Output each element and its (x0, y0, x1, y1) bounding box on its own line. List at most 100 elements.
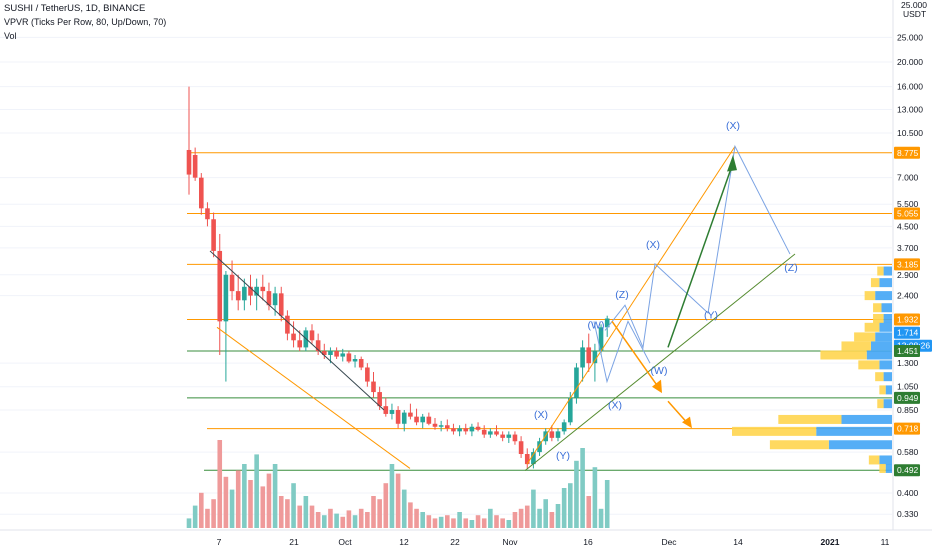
wave-label: (X) (534, 409, 548, 421)
vp-down-bar (879, 463, 886, 473)
vp-up-bar (883, 399, 892, 409)
candle-body (260, 286, 266, 292)
vp-down-bar (875, 372, 884, 382)
price-badge-text: 5.055 (897, 209, 919, 219)
volume-bar (328, 508, 333, 528)
volume-indicator-label[interactable]: Vol (4, 31, 17, 41)
candle-body (426, 416, 432, 424)
vp-up-bar (883, 313, 892, 323)
candle-body (574, 367, 579, 398)
volume-bar (309, 505, 315, 528)
time-axis[interactable]: 7 21 Oct 12 22 Nov 16 Dec 14 2021 11 (0, 529, 932, 547)
volume-bar (494, 515, 499, 528)
candle (592, 343, 598, 382)
volume-bar (186, 518, 192, 528)
candle (580, 340, 585, 382)
volume-bar (248, 480, 253, 528)
candle-body (445, 425, 450, 429)
candle (223, 271, 229, 382)
price-badge: 0.718 (894, 422, 920, 435)
volume-bar (420, 512, 425, 528)
candle-body (340, 353, 346, 357)
volume-bar (598, 508, 604, 528)
candle (488, 428, 493, 438)
uptrend-line (524, 253, 796, 472)
candle-body (346, 353, 352, 362)
candle (395, 406, 401, 429)
wave-label: (X) (608, 400, 622, 412)
candle (426, 412, 432, 426)
candle-body (291, 333, 296, 341)
candle (235, 274, 241, 311)
wave-label: (X) (726, 120, 740, 132)
volume-bar (568, 483, 573, 528)
vp-down-bar (873, 313, 884, 323)
candle (543, 428, 548, 445)
vp-down-bar (841, 341, 871, 351)
vp-down-bar (778, 414, 842, 424)
candle-body (531, 452, 536, 465)
volume-bar (365, 512, 370, 528)
price-badges: 8.7755.0553.1851.9321.71413:08:261.4510.… (894, 146, 932, 477)
price-tick-label: 25.000 (901, 0, 927, 10)
volume-bar (352, 515, 358, 528)
volume-bar (346, 510, 352, 528)
vp-down-bar (854, 332, 876, 342)
downtrend-channel-line (216, 326, 411, 469)
candle-body (598, 327, 604, 352)
bear-arrow-1 (611, 320, 659, 388)
candle-body (371, 381, 376, 393)
candle-body (223, 274, 229, 322)
volume-bar (266, 473, 272, 528)
price-axis[interactable]: 25.000 20.000 16.000 13.000 10.500 7.000 5.500… (892, 0, 927, 530)
volume-bar (297, 505, 302, 528)
vp-down-bar (870, 278, 880, 288)
candle (561, 419, 567, 435)
candle-body (561, 422, 567, 432)
volume-bar (561, 488, 567, 528)
downtrend-line (209, 250, 385, 411)
candle-body (285, 315, 290, 334)
candle-body (254, 286, 259, 296)
candle (309, 324, 315, 344)
candle (537, 437, 542, 456)
vp-up-bar (879, 278, 892, 288)
candle (334, 347, 339, 360)
volume-bar (524, 505, 530, 528)
horizontal-levels[interactable] (187, 152, 892, 471)
vpvr-indicator-label[interactable]: VPVR (Ticks Per Row, 80, Up/Down, 70) (4, 17, 167, 27)
volume-bar (531, 489, 536, 528)
candle (186, 86, 192, 195)
vp-down-bar (873, 303, 882, 313)
vp-up-bar (885, 385, 892, 395)
price-badge-bg (894, 207, 920, 220)
candle (438, 420, 444, 432)
price-tick-label: 0.400 (897, 488, 919, 498)
price-badge: 0.949 (894, 391, 920, 404)
price-badge: 8.775 (894, 146, 920, 159)
vp-down-bar (769, 440, 829, 450)
candle (524, 448, 530, 469)
time-tick-label: 16 (583, 537, 593, 547)
candle (346, 351, 352, 364)
volume-bar (291, 483, 296, 528)
price-badge-bg (894, 326, 920, 339)
candle (432, 418, 438, 430)
candle-body (199, 177, 204, 209)
bear-arrow-2 (667, 400, 689, 425)
candle (604, 315, 610, 337)
price-badge-text: 0.492 (897, 465, 919, 475)
symbol-title[interactable]: SUSHI / TetherUS, 1D, BINANCE (4, 3, 146, 14)
price-badge-text: 1.714 (897, 328, 919, 338)
drawings[interactable] (209, 144, 796, 472)
candle-body (334, 351, 339, 357)
candle-body (266, 291, 272, 306)
candle (598, 324, 604, 356)
candle (401, 409, 407, 432)
volume-bar (192, 505, 198, 528)
price-badge: 3.185 (894, 258, 920, 271)
price-tick-label: 16.000 (897, 82, 923, 92)
candle (494, 425, 499, 437)
wave-labels: (X) (Z) (X) (Y) (Z) (W) (X) (Y) (W) (X) (534, 120, 798, 462)
